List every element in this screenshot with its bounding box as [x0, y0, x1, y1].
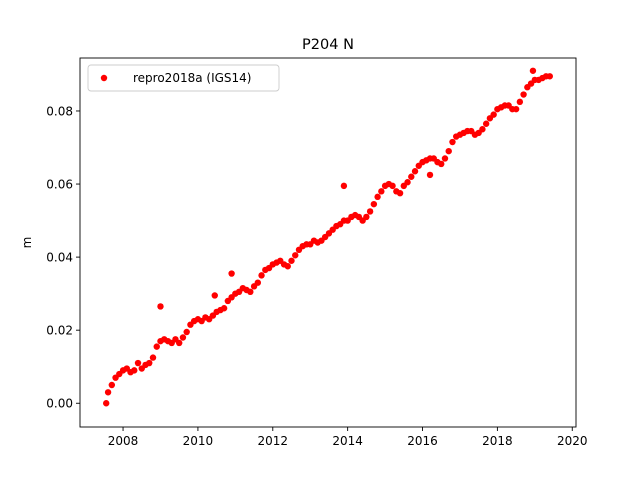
data-point	[228, 270, 235, 277]
data-point	[389, 182, 396, 190]
data-point	[374, 193, 381, 201]
y-tick-label: 0.00	[46, 397, 73, 411]
data-point	[220, 305, 228, 312]
data-point	[149, 354, 157, 361]
data-point	[404, 179, 411, 186]
data-point	[445, 147, 452, 155]
data-point	[378, 188, 385, 195]
data-point	[479, 126, 486, 133]
data-point	[258, 272, 265, 279]
series-0	[103, 67, 553, 407]
data-point	[146, 359, 153, 367]
data-point	[396, 189, 404, 197]
y-tick-label: 0.06	[46, 177, 73, 191]
data-point	[179, 334, 187, 341]
data-point	[254, 279, 262, 286]
data-point	[449, 138, 456, 146]
y-axis-label: m	[20, 237, 34, 249]
data-point	[288, 257, 295, 264]
data-point	[438, 160, 445, 168]
data-point	[408, 173, 415, 180]
data-point	[340, 182, 348, 190]
data-point	[546, 73, 553, 80]
data-point	[104, 389, 112, 396]
data-point	[153, 343, 160, 350]
data-point	[366, 208, 374, 215]
legend: repro2018a (IGS14)	[87, 64, 280, 92]
chart-title: P204 N	[302, 37, 354, 53]
data-point	[490, 111, 497, 118]
legend-box	[87, 64, 280, 92]
data-point	[134, 359, 142, 367]
data-point	[157, 303, 164, 310]
y-tick-label: 0.02	[46, 323, 73, 337]
data-point	[176, 339, 183, 347]
x-tick-label: 2018	[482, 434, 513, 448]
data-point	[520, 91, 527, 98]
data-point	[103, 400, 110, 407]
x-tick-label: 2010	[183, 434, 214, 448]
data-points	[103, 67, 553, 407]
legend-marker	[100, 74, 108, 82]
data-point	[363, 213, 370, 221]
x-tick-label: 2008	[108, 434, 139, 448]
data-point	[108, 381, 116, 389]
x-tick-label: 2014	[332, 434, 363, 448]
x-tick-label: 2016	[407, 434, 438, 448]
y-tick-label: 0.04	[46, 250, 73, 264]
data-point	[482, 120, 490, 127]
legend-label: repro2018a (IGS14)	[133, 71, 251, 85]
data-point	[131, 367, 138, 374]
y-tick-label: 0.08	[46, 104, 73, 118]
data-point	[211, 292, 218, 299]
data-point	[529, 67, 537, 74]
data-point	[411, 168, 419, 175]
data-point	[426, 171, 434, 179]
data-point	[512, 105, 520, 113]
x-tick-label: 2012	[258, 434, 289, 448]
data-point	[247, 288, 254, 296]
data-point	[284, 263, 291, 270]
data-point	[516, 98, 524, 106]
data-point	[370, 200, 378, 208]
axes: 2008 2010 2012 2014 2016 2018 2020 0.00 0.02 0.04…	[20, 57, 588, 448]
x-tick-label: 2020	[557, 434, 588, 448]
data-point	[183, 328, 190, 336]
data-point	[441, 155, 449, 162]
data-point	[292, 252, 299, 259]
plot-frame	[79, 57, 577, 428]
